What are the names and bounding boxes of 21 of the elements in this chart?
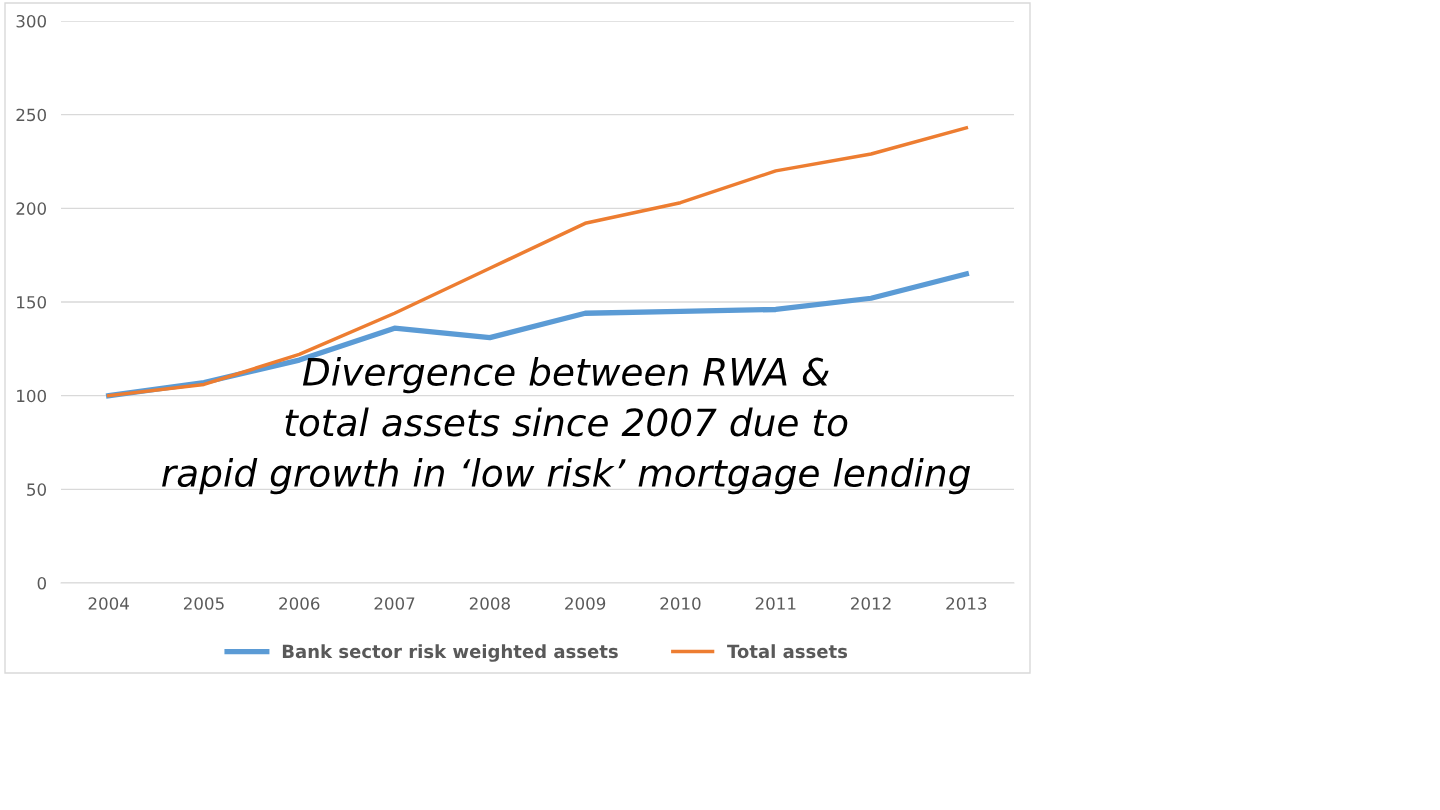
x-tick-label: 2010: [660, 597, 701, 610]
line-series: [106, 126, 969, 398]
legend-label: Bank sector risk weighted assets: [282, 644, 618, 662]
y-tick-label: 50: [27, 483, 46, 496]
y-tick-label: 250: [16, 108, 46, 122]
x-tick-label: 2012: [851, 597, 891, 610]
legend-label: Total assets: [727, 644, 848, 659]
x-tick-label: 2013: [946, 597, 987, 610]
x-tick-label: 2004: [88, 597, 129, 610]
x-tick-label: 2005: [183, 597, 224, 610]
y-tick-label: 200: [16, 202, 46, 215]
x-tick-label: 2007: [374, 597, 415, 610]
x-tick-label: 2006: [279, 597, 320, 610]
y-tick-label: 300: [16, 14, 46, 28]
y-tick-label: 0: [37, 576, 46, 590]
x-tick-label: 2009: [565, 597, 606, 610]
x-tick-label: 2011: [755, 597, 796, 610]
x-tick-label: 2008: [469, 597, 510, 610]
y-tick-label: 100: [17, 389, 46, 403]
y-tick-label: 150: [17, 295, 46, 309]
annotation: Divergence between RWA & total assets since 2007 due to rapid growth in ‘low risk’ mortgage lending: [162, 356, 970, 495]
